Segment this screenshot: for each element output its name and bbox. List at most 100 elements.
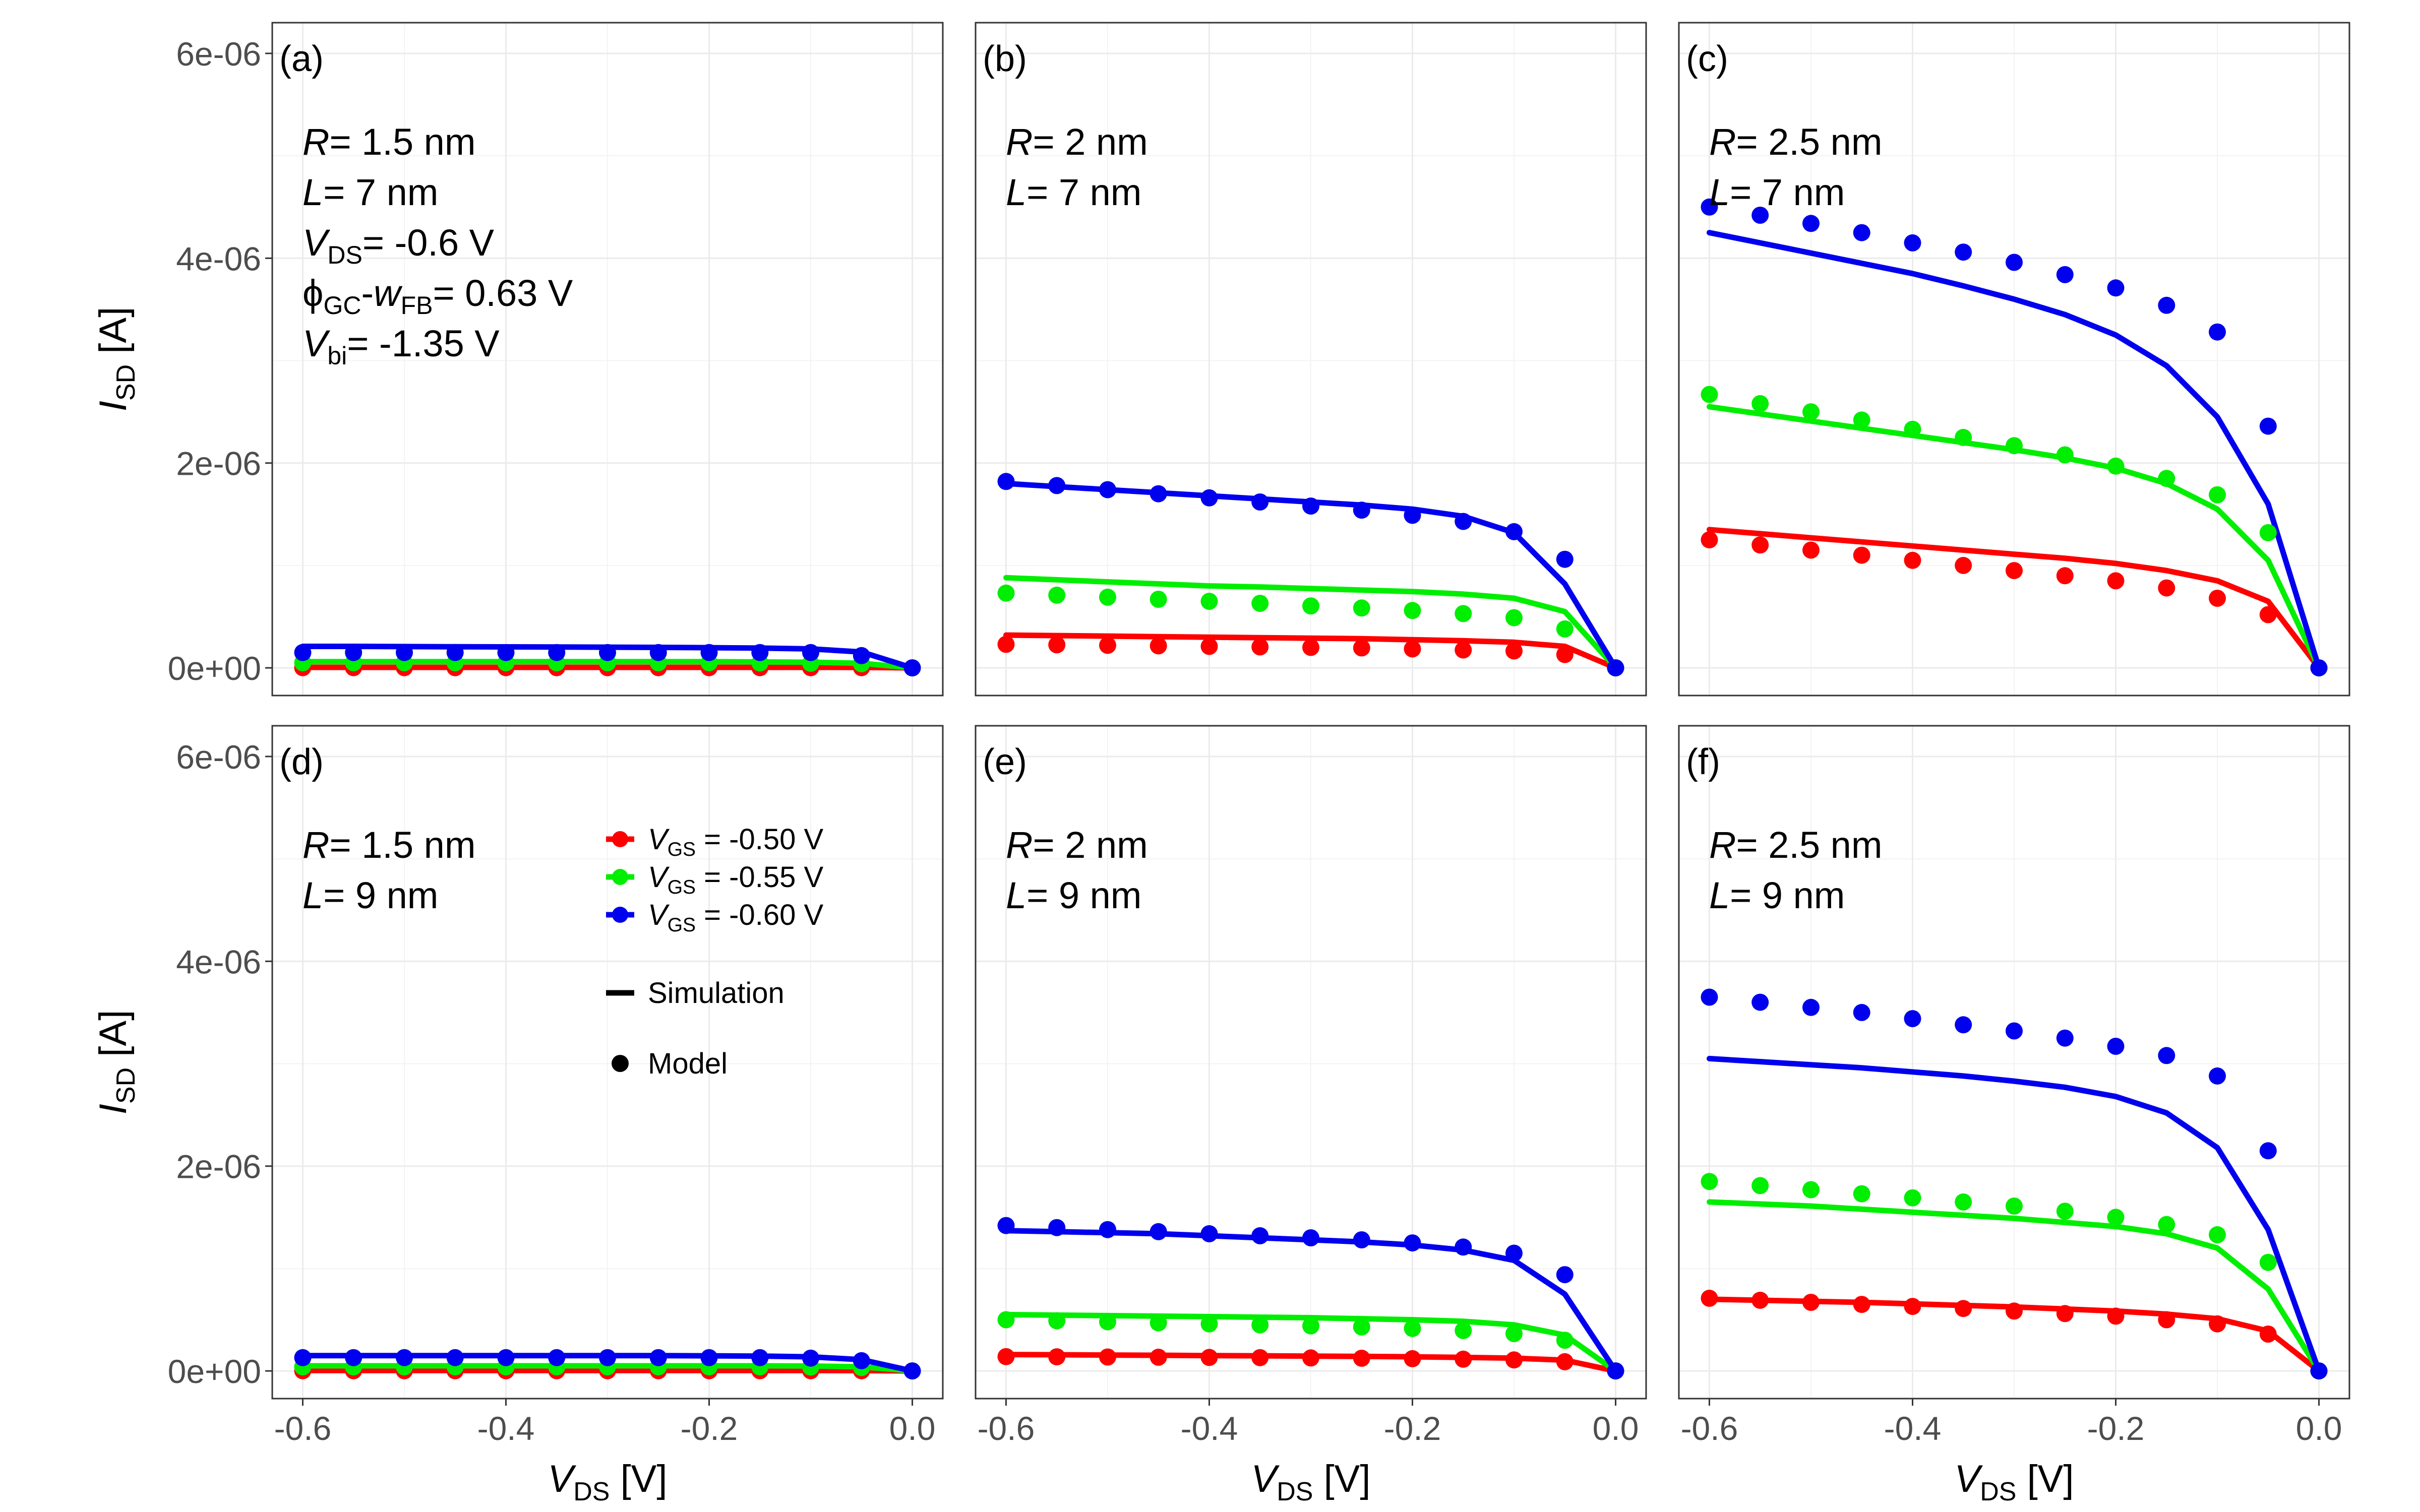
model-point <box>2158 296 2175 314</box>
model-point <box>294 644 312 661</box>
param-label: L= 9 nm <box>302 874 438 916</box>
model-point <box>1556 1332 1574 1349</box>
model-point <box>497 1349 515 1366</box>
param-label: ϕGC-wFB= 0.63 V <box>302 272 573 320</box>
model-point <box>1150 1223 1167 1240</box>
model-point <box>802 644 819 661</box>
model-point <box>2107 457 2125 475</box>
model-points-vgs_055 <box>1701 386 2328 677</box>
model-point <box>1048 1219 1066 1236</box>
x-axis-label: VDS [V] <box>548 1458 668 1506</box>
model-point <box>1955 556 1972 574</box>
model-point <box>1955 243 1972 261</box>
model-point <box>1404 1319 1421 1337</box>
model-point <box>1701 386 1718 403</box>
model-point <box>2006 437 2023 455</box>
model-point <box>2056 567 2074 585</box>
x-tick-label: -0.2 <box>2087 1410 2145 1447</box>
model-point <box>1505 609 1523 626</box>
legend-model-key <box>612 1055 629 1072</box>
model-point <box>2107 1307 2125 1325</box>
model-point <box>1802 998 1820 1016</box>
model-point <box>345 1349 362 1366</box>
model-point <box>1200 593 1218 610</box>
model-point <box>1251 638 1269 656</box>
model-point <box>1099 1348 1116 1366</box>
model-points-vgs_055 <box>997 1311 1624 1380</box>
legend-entry-vgs_050: VGS = -0.50 V <box>606 823 823 860</box>
param-label: L= 7 nm <box>302 171 438 213</box>
model-point <box>1802 1181 1820 1199</box>
model-point <box>1353 639 1370 657</box>
model-point <box>1455 1350 1472 1368</box>
legend-label: VGS = -0.55 V <box>648 861 823 898</box>
panel-f: (f) R= 2.5 nm L= 9 nm -0.6 -0.4 -0.2 0.0 VDS [V… <box>1678 725 2350 1506</box>
model-point <box>1353 1318 1370 1336</box>
param-label: R= 2 nm <box>1006 824 1148 866</box>
model-point <box>1904 1298 1921 1315</box>
x-tick-label: -0.6 <box>274 1410 332 1447</box>
panel-frame <box>271 22 944 697</box>
model-point <box>599 1349 616 1366</box>
model-point <box>1200 638 1218 655</box>
model-point <box>1404 507 1421 524</box>
model-point <box>1048 1348 1066 1366</box>
simulation-line-vgs_060 <box>1707 1055 2322 1374</box>
grid <box>976 23 1646 696</box>
model-point <box>2209 1067 2226 1085</box>
param-label: L= 9 nm <box>1709 874 1845 916</box>
model-point <box>1751 1177 1769 1194</box>
model-points-vgs_050 <box>997 636 1624 677</box>
model-point <box>2310 659 2328 677</box>
x-tick-label: -0.4 <box>477 1410 535 1447</box>
model-point <box>853 647 870 664</box>
model-point <box>1853 546 1870 564</box>
model-point <box>700 1349 718 1366</box>
legend-label: VGS = -0.60 V <box>648 899 823 936</box>
x-tick-label: -0.6 <box>978 1410 1035 1447</box>
model-point <box>1150 485 1167 502</box>
simulation-line-vgs_055 <box>1003 575 1618 671</box>
model-point <box>1505 523 1523 540</box>
model-point <box>1556 1353 1574 1370</box>
model-point <box>1455 1321 1472 1339</box>
x-tick-label: 0.0 <box>889 1410 936 1447</box>
model-point <box>1607 659 1624 677</box>
model-point <box>1701 1173 1718 1190</box>
model-point <box>1455 605 1472 622</box>
model-point <box>2006 254 2023 271</box>
model-point <box>1353 501 1370 519</box>
model-point <box>751 1349 769 1366</box>
model-point <box>1302 1229 1319 1246</box>
model-point <box>1751 1291 1769 1309</box>
model-point <box>1556 620 1574 638</box>
model-point <box>1751 395 1769 412</box>
model-point <box>1802 215 1820 232</box>
model-point <box>1150 1348 1167 1366</box>
model-point <box>2107 279 2125 297</box>
panel-tag: (c) <box>1686 39 1728 79</box>
grid <box>976 726 1646 1399</box>
simulation-line-vgs_050 <box>1003 632 1618 671</box>
model-point <box>2259 417 2277 435</box>
model-point <box>1556 550 1574 568</box>
model-point <box>903 1362 921 1380</box>
model-point <box>1556 1266 1574 1284</box>
model-point <box>1455 513 1472 530</box>
model-point <box>1455 641 1472 659</box>
model-point <box>1802 1294 1820 1311</box>
model-point <box>1853 1185 1870 1203</box>
model-point <box>294 1349 312 1366</box>
model-point <box>1099 588 1116 606</box>
param-label: VDS= -0.6 V <box>302 222 495 269</box>
model-point <box>1200 1225 1218 1242</box>
model-point <box>2056 266 2074 283</box>
model-points-vgs_050 <box>1701 1289 2328 1380</box>
param-label: R= 1.5 nm <box>302 121 475 163</box>
model-point <box>1904 1189 1921 1207</box>
model-point <box>1904 234 1921 251</box>
model-point <box>1904 1010 1921 1028</box>
model-point <box>1404 640 1421 658</box>
panel-frame <box>271 725 944 1400</box>
legend-simulation-label: Simulation <box>648 977 784 1010</box>
